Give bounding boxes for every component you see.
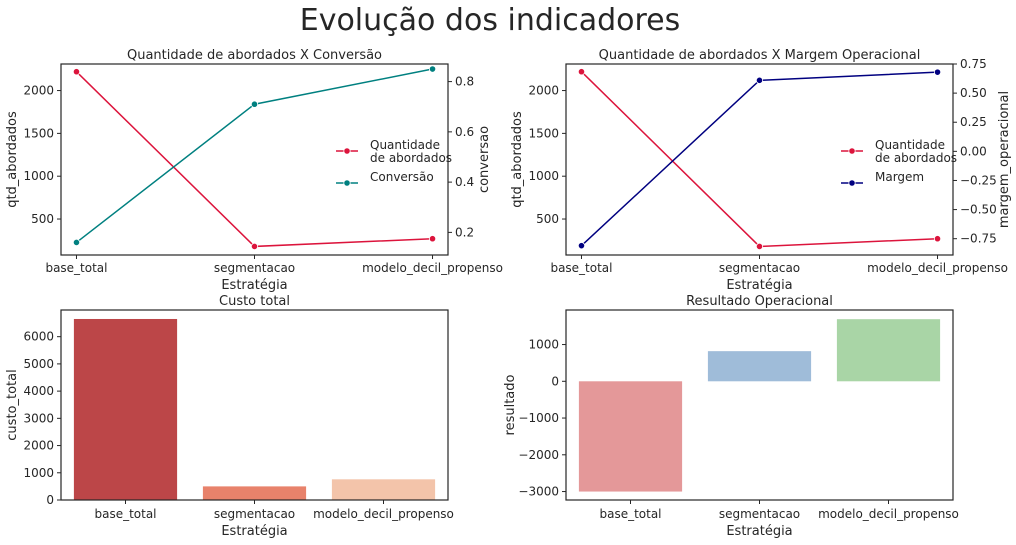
x-tick-label: modelo_decil_propenso xyxy=(818,507,959,521)
legend-marker-1 xyxy=(343,179,351,187)
series-point-0-2 xyxy=(428,235,437,243)
y-right-tick-label: −0.50 xyxy=(960,203,997,217)
legend-marker-0 xyxy=(343,147,351,155)
x-tick-label: segmentacao xyxy=(719,261,800,275)
y-right-tick-label: 0.75 xyxy=(960,57,987,71)
y-tick-label: 1500 xyxy=(23,126,54,140)
bar-segmentacao xyxy=(202,486,307,500)
y-right-tick-label: 0.8 xyxy=(455,75,474,89)
series-point-0-0 xyxy=(577,68,586,76)
panel-total-cost: Custo total 0 1000 2000 3000 4000 5000 6000 base… xyxy=(5,294,454,539)
y-axis-right-label: conversao xyxy=(477,126,492,193)
x-axis-label: Estratégia xyxy=(221,278,287,293)
panel-operational-result: Resultado Operacional −3000 −2000 −1000 0 100… xyxy=(503,294,959,539)
figure-suptitle: Evolução dos indicadores xyxy=(300,3,681,38)
x-axis-label: Estratégia xyxy=(726,524,792,539)
y-axis-label: qtd_abordados xyxy=(510,111,525,208)
y-tick-label: 2000 xyxy=(23,84,54,98)
y-right-tick-label: 0.00 xyxy=(960,144,987,158)
y-tick-label: 5000 xyxy=(23,357,54,371)
y-right-tick-label: 0.25 xyxy=(960,115,987,129)
y-tick-label: 0 xyxy=(551,374,559,388)
series-point-0-2 xyxy=(933,235,942,243)
x-tick-label: modelo_decil_propenso xyxy=(362,261,503,275)
panel-margin: Quantidade de abordados X Margem Operaci… xyxy=(510,48,1012,293)
x-tick-label: modelo_decil_propenso xyxy=(867,261,1008,275)
y-right-tick-label: −0.75 xyxy=(960,232,997,246)
y-right-tick-label: 0.50 xyxy=(960,86,987,100)
bar-modelo_decil_propenso xyxy=(836,319,941,382)
y-right-tick-label: 0.6 xyxy=(455,125,474,139)
y-right-tick-label: 0.4 xyxy=(455,175,474,189)
x-tick-label: modelo_decil_propenso xyxy=(313,507,454,521)
legend-label-1: Conversão xyxy=(370,170,434,184)
y-tick-label: 4000 xyxy=(23,384,54,398)
series-point-0-1 xyxy=(250,242,259,251)
legend-label-1: Margem xyxy=(875,170,924,184)
bar-base_total xyxy=(578,381,683,492)
y-tick-label: 1000 xyxy=(23,466,54,480)
x-tick-label: segmentacao xyxy=(719,507,800,521)
series-point-1-1 xyxy=(250,100,259,108)
chart-title: Custo total xyxy=(219,294,290,309)
x-axis-label: Estratégia xyxy=(726,278,792,293)
y-tick-label: −2000 xyxy=(518,448,559,462)
bar-base_total xyxy=(73,318,178,500)
y-axis-label: custo_total xyxy=(5,369,20,440)
bar-segmentacao xyxy=(707,351,812,382)
y-axis-right-label: margem_operacional xyxy=(997,91,1012,228)
bar-modelo_decil_propenso xyxy=(331,479,436,500)
legend-label-0: Quantidade de abordados xyxy=(875,138,957,165)
series-point-1-1 xyxy=(755,76,764,84)
y-tick-label: −3000 xyxy=(518,485,559,499)
series-point-0-0 xyxy=(72,68,81,76)
x-tick-label: base_total xyxy=(94,507,156,521)
chart-title: Resultado Operacional xyxy=(686,294,833,309)
y-tick-label: 3000 xyxy=(23,411,54,425)
y-tick-label: 2000 xyxy=(528,84,559,98)
y-axis-label: qtd_abordados xyxy=(5,111,20,208)
x-tick-label: base_total xyxy=(550,261,612,275)
x-axis-label: Estratégia xyxy=(221,524,287,539)
legend-marker-0 xyxy=(848,147,856,155)
x-tick-label: segmentacao xyxy=(214,261,295,275)
x-tick-label: base_total xyxy=(599,507,661,521)
y-tick-label: 1000 xyxy=(528,169,559,183)
y-axis-label: resultado xyxy=(503,374,518,435)
y-right-tick-label: −0.25 xyxy=(960,173,997,187)
chart-title: Quantidade de abordados X Margem Operaci… xyxy=(599,48,921,63)
legend-marker-1 xyxy=(848,179,856,187)
y-tick-label: 1000 xyxy=(23,169,54,183)
series-point-1-0 xyxy=(577,242,586,250)
legend-label-0: Quantidade de abordados xyxy=(370,138,452,165)
series-point-1-2 xyxy=(428,65,437,73)
y-tick-label: 2000 xyxy=(23,439,54,453)
y-tick-label: 6000 xyxy=(23,330,54,344)
series-point-0-1 xyxy=(755,242,764,251)
y-tick-label: 1500 xyxy=(528,126,559,140)
chart-title: Quantidade de abordados X Conversão xyxy=(127,48,382,63)
series-point-1-2 xyxy=(933,68,942,76)
panel-conversion: Quantidade de abordados X Conversão 500 10… xyxy=(5,48,503,293)
y-right-tick-label: 0.2 xyxy=(455,225,474,239)
y-tick-label: −1000 xyxy=(518,411,559,425)
y-tick-label: 1000 xyxy=(528,338,559,352)
y-tick-label: 500 xyxy=(536,212,559,226)
y-tick-label: 0 xyxy=(46,493,54,507)
y-tick-label: 500 xyxy=(31,212,54,226)
x-tick-label: base_total xyxy=(45,261,107,275)
x-tick-label: segmentacao xyxy=(214,507,295,521)
series-point-1-0 xyxy=(72,238,81,247)
